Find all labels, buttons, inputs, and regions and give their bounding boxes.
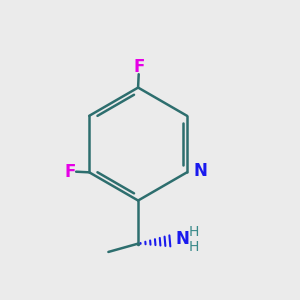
Text: H: H xyxy=(189,225,199,239)
Text: F: F xyxy=(133,58,144,76)
Text: N: N xyxy=(176,230,190,248)
Text: H: H xyxy=(189,240,199,254)
Text: F: F xyxy=(64,163,76,181)
Text: N: N xyxy=(194,162,207,180)
